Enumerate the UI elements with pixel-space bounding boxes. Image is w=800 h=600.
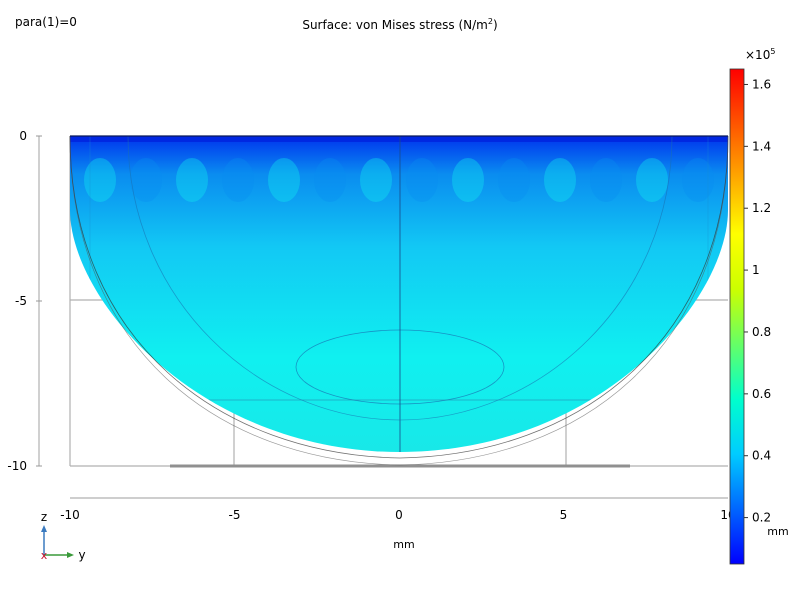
stress-blob (84, 158, 116, 202)
colorbar-multiplier-exponent: 5 (770, 47, 775, 56)
stress-blob (452, 158, 484, 202)
triad-origin-x-icon: x (41, 549, 48, 562)
colorbar-tick-label: 0.6 (752, 387, 771, 401)
stress-blob (130, 158, 162, 202)
stress-blob (360, 158, 392, 202)
stress-blob (222, 158, 254, 202)
triad-vertical-label: z (41, 510, 47, 524)
outer-arc-1 (69, 135, 729, 459)
stress-blob (636, 158, 668, 202)
colorbar-tick-label: 0.2 (752, 511, 771, 525)
plot-title-prefix: Surface: von Mises stress (N/m (302, 18, 488, 32)
x-axis-tick-label: -10 (60, 508, 80, 522)
z-axis-tick-label: -10 (7, 459, 27, 473)
triad-horizontal-arrowhead (67, 552, 74, 558)
x-axis-ticks: -10 -5 0 5 10 (60, 508, 735, 522)
colorbar-tick-label: 0.8 (752, 325, 771, 339)
triad-horizontal-label: y (78, 548, 85, 562)
z-axis-tick-label: 0 (19, 129, 27, 143)
x-axis-tick-label: -5 (229, 508, 241, 522)
stress-blob (590, 158, 622, 202)
colorbar: ×105 1.6 1.4 1.2 1 0.8 0.6 0.4 0.2 (729, 47, 775, 565)
colorbar-tick-label: 1.4 (752, 139, 771, 153)
colorbar-tick-label: 1 (752, 263, 760, 277)
inner-arc (127, 136, 673, 421)
stress-blob (406, 158, 438, 202)
plot-title-exponent: 2 (488, 17, 493, 26)
z-axis-tick-label: -5 (15, 294, 27, 308)
stress-blob (682, 158, 714, 202)
stress-blob (498, 158, 530, 202)
x-axis-tick-label: 5 (560, 508, 568, 522)
colorbar-ticks: 1.6 1.4 1.2 1 0.8 0.6 0.4 0.2 (744, 77, 771, 525)
stress-surface (69, 135, 729, 466)
x-axis-unit-label: mm (393, 538, 414, 551)
plot-title-suffix: ) (493, 18, 498, 32)
z-axis-ticks: 0 -5 -10 (7, 129, 42, 473)
stress-top-band (70, 136, 728, 142)
stress-blob (176, 158, 208, 202)
colorbar-tick-label: 1.2 (752, 201, 771, 215)
parameter-label: para(1)=0 (15, 15, 77, 29)
colorbar-multiplier-base: ×10 (745, 48, 770, 62)
stress-blob (544, 158, 576, 202)
colorbar-tick-label: 0.4 (752, 449, 771, 463)
stress-blobs (84, 158, 714, 202)
triad-vertical-arrowhead (41, 525, 47, 532)
colorbar-multiplier: ×105 (745, 47, 775, 62)
stress-surface-details (70, 136, 728, 452)
stress-surface-fill (70, 136, 728, 452)
x-axis-tick-label: 0 (395, 508, 403, 522)
colorbar-gradient (729, 68, 745, 565)
stress-blob (314, 158, 346, 202)
colorbar-tick-label: 1.6 (752, 77, 771, 91)
outer-arc-2 (69, 135, 729, 466)
stress-blob (268, 158, 300, 202)
z-axis-unit-label: mm (767, 525, 788, 538)
axis-triad: x z y (41, 510, 86, 562)
plot-title: Surface: von Mises stress (N/m2) (302, 17, 497, 32)
